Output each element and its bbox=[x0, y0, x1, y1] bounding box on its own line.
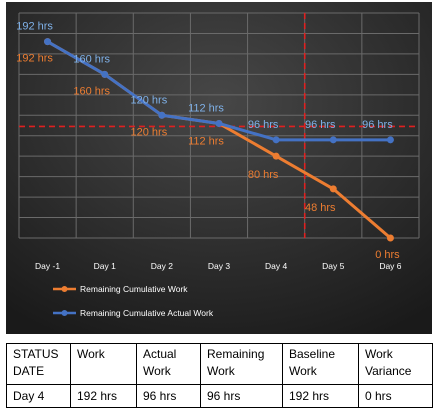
data-label-actual-work: 160 hrs bbox=[73, 53, 110, 65]
data-point bbox=[386, 136, 394, 144]
header-cell: Work Variance bbox=[358, 343, 433, 385]
data-point bbox=[101, 70, 109, 78]
status-date-cell: Day 4 bbox=[6, 384, 71, 408]
data-label-work: 160 hrs bbox=[73, 85, 110, 97]
legend-label: Remaining Cumulative Work bbox=[80, 284, 188, 294]
data-label-work: 112 hrs bbox=[188, 135, 224, 147]
x-tick-label: Day 1 bbox=[94, 261, 116, 271]
x-tick-label: Day 5 bbox=[322, 261, 344, 271]
data-point bbox=[158, 111, 166, 119]
data-point bbox=[215, 119, 223, 127]
data-label-actual-work: 192 hrs bbox=[16, 21, 53, 33]
data-label-work: 0 hrs bbox=[375, 249, 400, 261]
baseline-work-cell: 192 hrs bbox=[282, 384, 359, 408]
x-tick-label: Day 3 bbox=[208, 261, 230, 271]
legend-swatch-marker bbox=[61, 286, 68, 292]
data-label-actual-work: 120 hrs bbox=[131, 94, 168, 106]
legend-label: Remaining Cumulative Actual Work bbox=[80, 308, 214, 318]
data-label-work: 48 hrs bbox=[305, 202, 336, 214]
data-point bbox=[272, 136, 280, 144]
status-table: STATUS DATE Work Actual Work Remaining Work… bbox=[6, 343, 433, 408]
data-point bbox=[386, 234, 394, 242]
data-point bbox=[272, 152, 280, 160]
burndown-chart: 192 hrs 160 hrs 120 hrs 112 hrs 80 hrs 48 hrs… bbox=[6, 2, 432, 334]
header-cell: Remaining Work bbox=[200, 343, 283, 385]
legend-swatch-marker bbox=[61, 310, 68, 316]
data-label-actual-work: 96 hrs bbox=[305, 119, 336, 131]
data-point bbox=[329, 185, 337, 193]
x-tick-label: Day 2 bbox=[151, 261, 173, 271]
data-point bbox=[329, 136, 337, 144]
header-cell: STATUS DATE bbox=[6, 343, 71, 385]
data-label-actual-work: 112 hrs bbox=[188, 102, 224, 114]
data-label-work: 80 hrs bbox=[248, 169, 279, 181]
x-tick-label: Day 6 bbox=[379, 261, 401, 271]
actual-work-cell: 96 hrs bbox=[136, 384, 201, 408]
work-variance-cell: 0 hrs bbox=[358, 384, 433, 408]
table-header-row: STATUS DATE Work Actual Work Remaining Work… bbox=[6, 343, 433, 385]
work-cell: 192 hrs bbox=[70, 384, 137, 408]
table-row: Day 4 192 hrs 96 hrs 96 hrs 192 hrs 0 hr… bbox=[6, 384, 433, 408]
header-cell: Baseline Work bbox=[282, 343, 359, 385]
x-tick-label: Day 4 bbox=[265, 261, 287, 271]
data-label-actual-work: 96 hrs bbox=[248, 119, 279, 131]
x-tick-label: Day -1 bbox=[35, 261, 60, 271]
data-label-actual-work: 96 hrs bbox=[362, 119, 393, 131]
remaining-work-cell: 96 hrs bbox=[200, 384, 283, 408]
header-cell: Actual Work bbox=[136, 343, 201, 385]
header-cell: Work bbox=[70, 343, 137, 385]
data-label-work: 120 hrs bbox=[131, 126, 168, 138]
chart-panel: 192 hrs 160 hrs 120 hrs 112 hrs 80 hrs 48 hrs… bbox=[6, 2, 432, 334]
chart-background bbox=[6, 2, 432, 334]
data-point bbox=[44, 38, 52, 46]
data-label-work: 192 hrs bbox=[16, 53, 53, 65]
